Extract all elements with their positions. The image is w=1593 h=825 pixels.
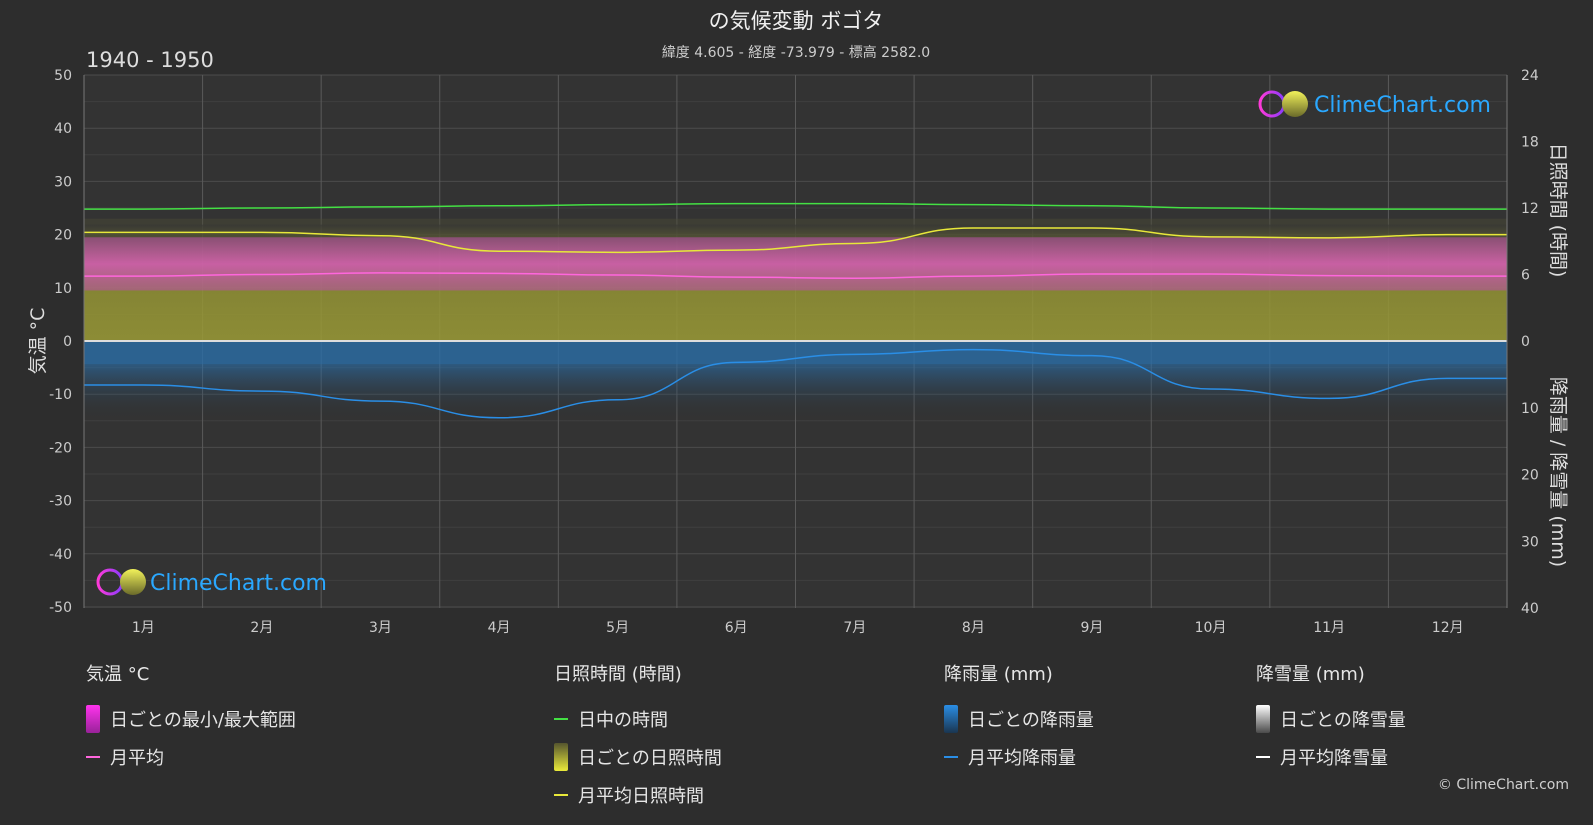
sunshine-swatch-icon xyxy=(554,743,568,771)
legend-label: 日中の時間 xyxy=(578,710,668,731)
right-tick-label-precipitation: 20 xyxy=(1521,468,1539,484)
legend-item: 日ごとの最小/最大範囲 xyxy=(86,700,296,738)
data-bands xyxy=(84,218,1507,422)
rain-mean-line xyxy=(84,348,1507,419)
temp-mean-line-icon xyxy=(86,756,100,758)
legend-item: 月平均日照時間 xyxy=(554,776,722,814)
legend-rain: 降雨量 (mm) 日ごとの降雨量 月平均降雨量 xyxy=(944,660,1094,776)
left-tick-label: 30 xyxy=(54,174,72,190)
legend-item: 月平均 xyxy=(86,738,296,776)
legend-item: 日ごとの降雪量 xyxy=(1256,700,1406,738)
right-axis-label-top: 日照時間 (時間) xyxy=(1547,143,1569,278)
rain-swatch-icon xyxy=(944,705,958,733)
brand-logo-bottom[interactable]: ClimeChart.com xyxy=(96,568,327,596)
logo-sun-icon xyxy=(120,569,146,595)
chart-subtitle: 緯度 4.605 - 経度 -73.979 - 標高 2582.0 xyxy=(662,44,930,61)
right-tick-label-sunshine: 0 xyxy=(1521,334,1530,350)
copyright[interactable]: © ClimeChart.com xyxy=(1437,777,1569,793)
legend-label: 月平均降雨量 xyxy=(968,748,1076,769)
x-tick-label: 4月 xyxy=(488,620,511,636)
chart-title: の気候変動 ボゴタ xyxy=(709,9,884,33)
brand-name-bottom: ClimeChart.com xyxy=(150,571,327,596)
axes: 50 40 30 20 10 0 -10 -20 -30 -40 -50 24 18 12 6 0 10 20 30… xyxy=(49,68,1539,636)
brand-name-top: ClimeChart.com xyxy=(1314,93,1491,118)
right-tick-label-sunshine: 24 xyxy=(1521,68,1539,84)
x-tick-label: 12月 xyxy=(1432,620,1464,636)
x-tick-label: 6月 xyxy=(725,620,748,636)
legend-item: 日ごとの日照時間 xyxy=(554,738,722,776)
legend-item: 月平均降雨量 xyxy=(944,738,1094,776)
temp-range-swatch-icon xyxy=(86,705,100,733)
x-tick-label: 5月 xyxy=(606,620,629,636)
daylight-line-icon xyxy=(554,718,568,720)
x-tick-label: 7月 xyxy=(843,620,866,636)
right-tick-label-precipitation: 40 xyxy=(1521,601,1539,617)
left-tick-label: -20 xyxy=(49,440,72,456)
brand-logo-top[interactable]: ClimeChart.com xyxy=(1258,90,1491,118)
daylight-line xyxy=(84,202,1507,210)
left-tick-label: 40 xyxy=(54,121,72,137)
temperature-range-band xyxy=(84,237,1507,291)
x-tick-label: 10月 xyxy=(1195,620,1227,636)
legend-temperature: 気温 °C 日ごとの最小/最大範囲 月平均 xyxy=(86,660,296,776)
legend-label: 日ごとの降雪量 xyxy=(1280,710,1406,731)
x-tick-label: 11月 xyxy=(1313,620,1345,636)
left-tick-label: 50 xyxy=(54,68,72,84)
legend-label: 月平均降雪量 xyxy=(1280,748,1388,769)
left-tick-label: 20 xyxy=(54,228,72,244)
left-tick-label: -30 xyxy=(49,494,72,510)
x-tick-label: 8月 xyxy=(962,620,985,636)
right-tick-label-sunshine: 6 xyxy=(1521,268,1530,284)
left-axis-label: 気温 °C xyxy=(27,308,49,375)
legend-snow: 降雪量 (mm) 日ごとの降雪量 月平均降雪量 xyxy=(1256,660,1406,776)
left-tick-label: -40 xyxy=(49,547,72,563)
rain-mean-line-icon xyxy=(944,756,958,758)
legend-title: 日照時間 (時間) xyxy=(554,664,682,685)
sunshine-band-upper xyxy=(84,218,1507,225)
sunshine-mean-line-icon xyxy=(554,794,568,796)
snow-mean-line-icon xyxy=(1256,756,1270,758)
left-tick-label: 10 xyxy=(54,281,72,297)
legend-label: 日ごとの降雨量 xyxy=(968,710,1094,731)
x-tick-label: 3月 xyxy=(369,620,392,636)
right-axis-label-bottom: 降雨量 / 降雪量 (mm) xyxy=(1547,377,1569,567)
left-tick-label: 0 xyxy=(63,334,72,350)
legend-label: 月平均 xyxy=(110,748,164,769)
left-tick-label: -50 xyxy=(49,600,72,616)
legend-sunshine: 日照時間 (時間) 日中の時間 日ごとの日照時間 月平均日照時間 xyxy=(554,660,722,814)
legend-label: 日ごとの日照時間 xyxy=(578,748,722,769)
legend-label: 日ごとの最小/最大範囲 xyxy=(110,710,296,731)
rain-band-fade xyxy=(84,364,1507,422)
right-tick-label-precipitation: 10 xyxy=(1521,401,1539,417)
left-tick-label: -10 xyxy=(49,387,72,403)
legend-label: 月平均日照時間 xyxy=(578,786,704,807)
right-tick-label-precipitation: 30 xyxy=(1521,534,1539,550)
legend-item: 月平均降雪量 xyxy=(1256,738,1406,776)
legend-title: 気温 °C xyxy=(86,664,150,685)
series-lines xyxy=(84,202,1507,419)
x-tick-label: 9月 xyxy=(1080,620,1103,636)
x-tick-label: 1月 xyxy=(132,620,155,636)
logo-sun-icon xyxy=(1282,91,1308,117)
legend-title: 降雪量 (mm) xyxy=(1256,664,1365,685)
right-tick-label-sunshine: 18 xyxy=(1521,135,1539,151)
period-label: 1940 - 1950 xyxy=(86,48,214,72)
legend-item: 日ごとの降雨量 xyxy=(944,700,1094,738)
legend-item: 日中の時間 xyxy=(554,700,722,738)
x-tick-label: 2月 xyxy=(250,620,273,636)
snow-swatch-icon xyxy=(1256,705,1270,733)
temperature-mean-line xyxy=(84,272,1507,279)
sunshine-mean-line xyxy=(84,227,1507,254)
legend-title: 降雨量 (mm) xyxy=(944,664,1053,685)
rain-band xyxy=(84,341,1507,365)
right-tick-label-sunshine: 12 xyxy=(1521,201,1539,217)
